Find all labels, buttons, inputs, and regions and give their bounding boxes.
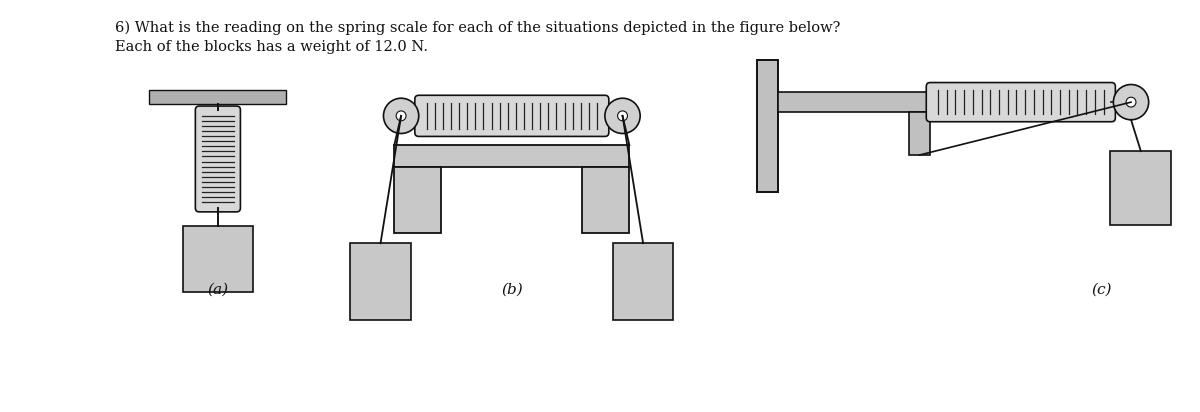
Bar [182,226,253,292]
Circle shape [618,111,628,121]
Circle shape [1114,84,1148,120]
Bar [582,167,629,234]
Bar [757,60,779,192]
Circle shape [396,111,406,121]
Bar [613,243,673,320]
Circle shape [1126,97,1136,107]
Bar [1110,151,1171,225]
Text: (b): (b) [500,282,523,296]
Bar [149,90,287,104]
FancyBboxPatch shape [196,106,240,212]
Circle shape [605,98,640,133]
Bar [908,112,930,155]
FancyBboxPatch shape [415,95,608,136]
Text: (c): (c) [1091,282,1112,296]
Text: (a): (a) [208,282,228,296]
Circle shape [384,98,419,133]
Bar [395,145,629,167]
Bar [395,167,442,234]
Text: Each of the blocks has a weight of 12.0 N.: Each of the blocks has a weight of 12.0 … [115,40,428,54]
Text: 6) What is the reading on the spring scale for each of the situations depicted i: 6) What is the reading on the spring sca… [115,21,840,35]
Bar [350,243,410,320]
Bar [779,92,930,112]
FancyBboxPatch shape [926,82,1115,122]
